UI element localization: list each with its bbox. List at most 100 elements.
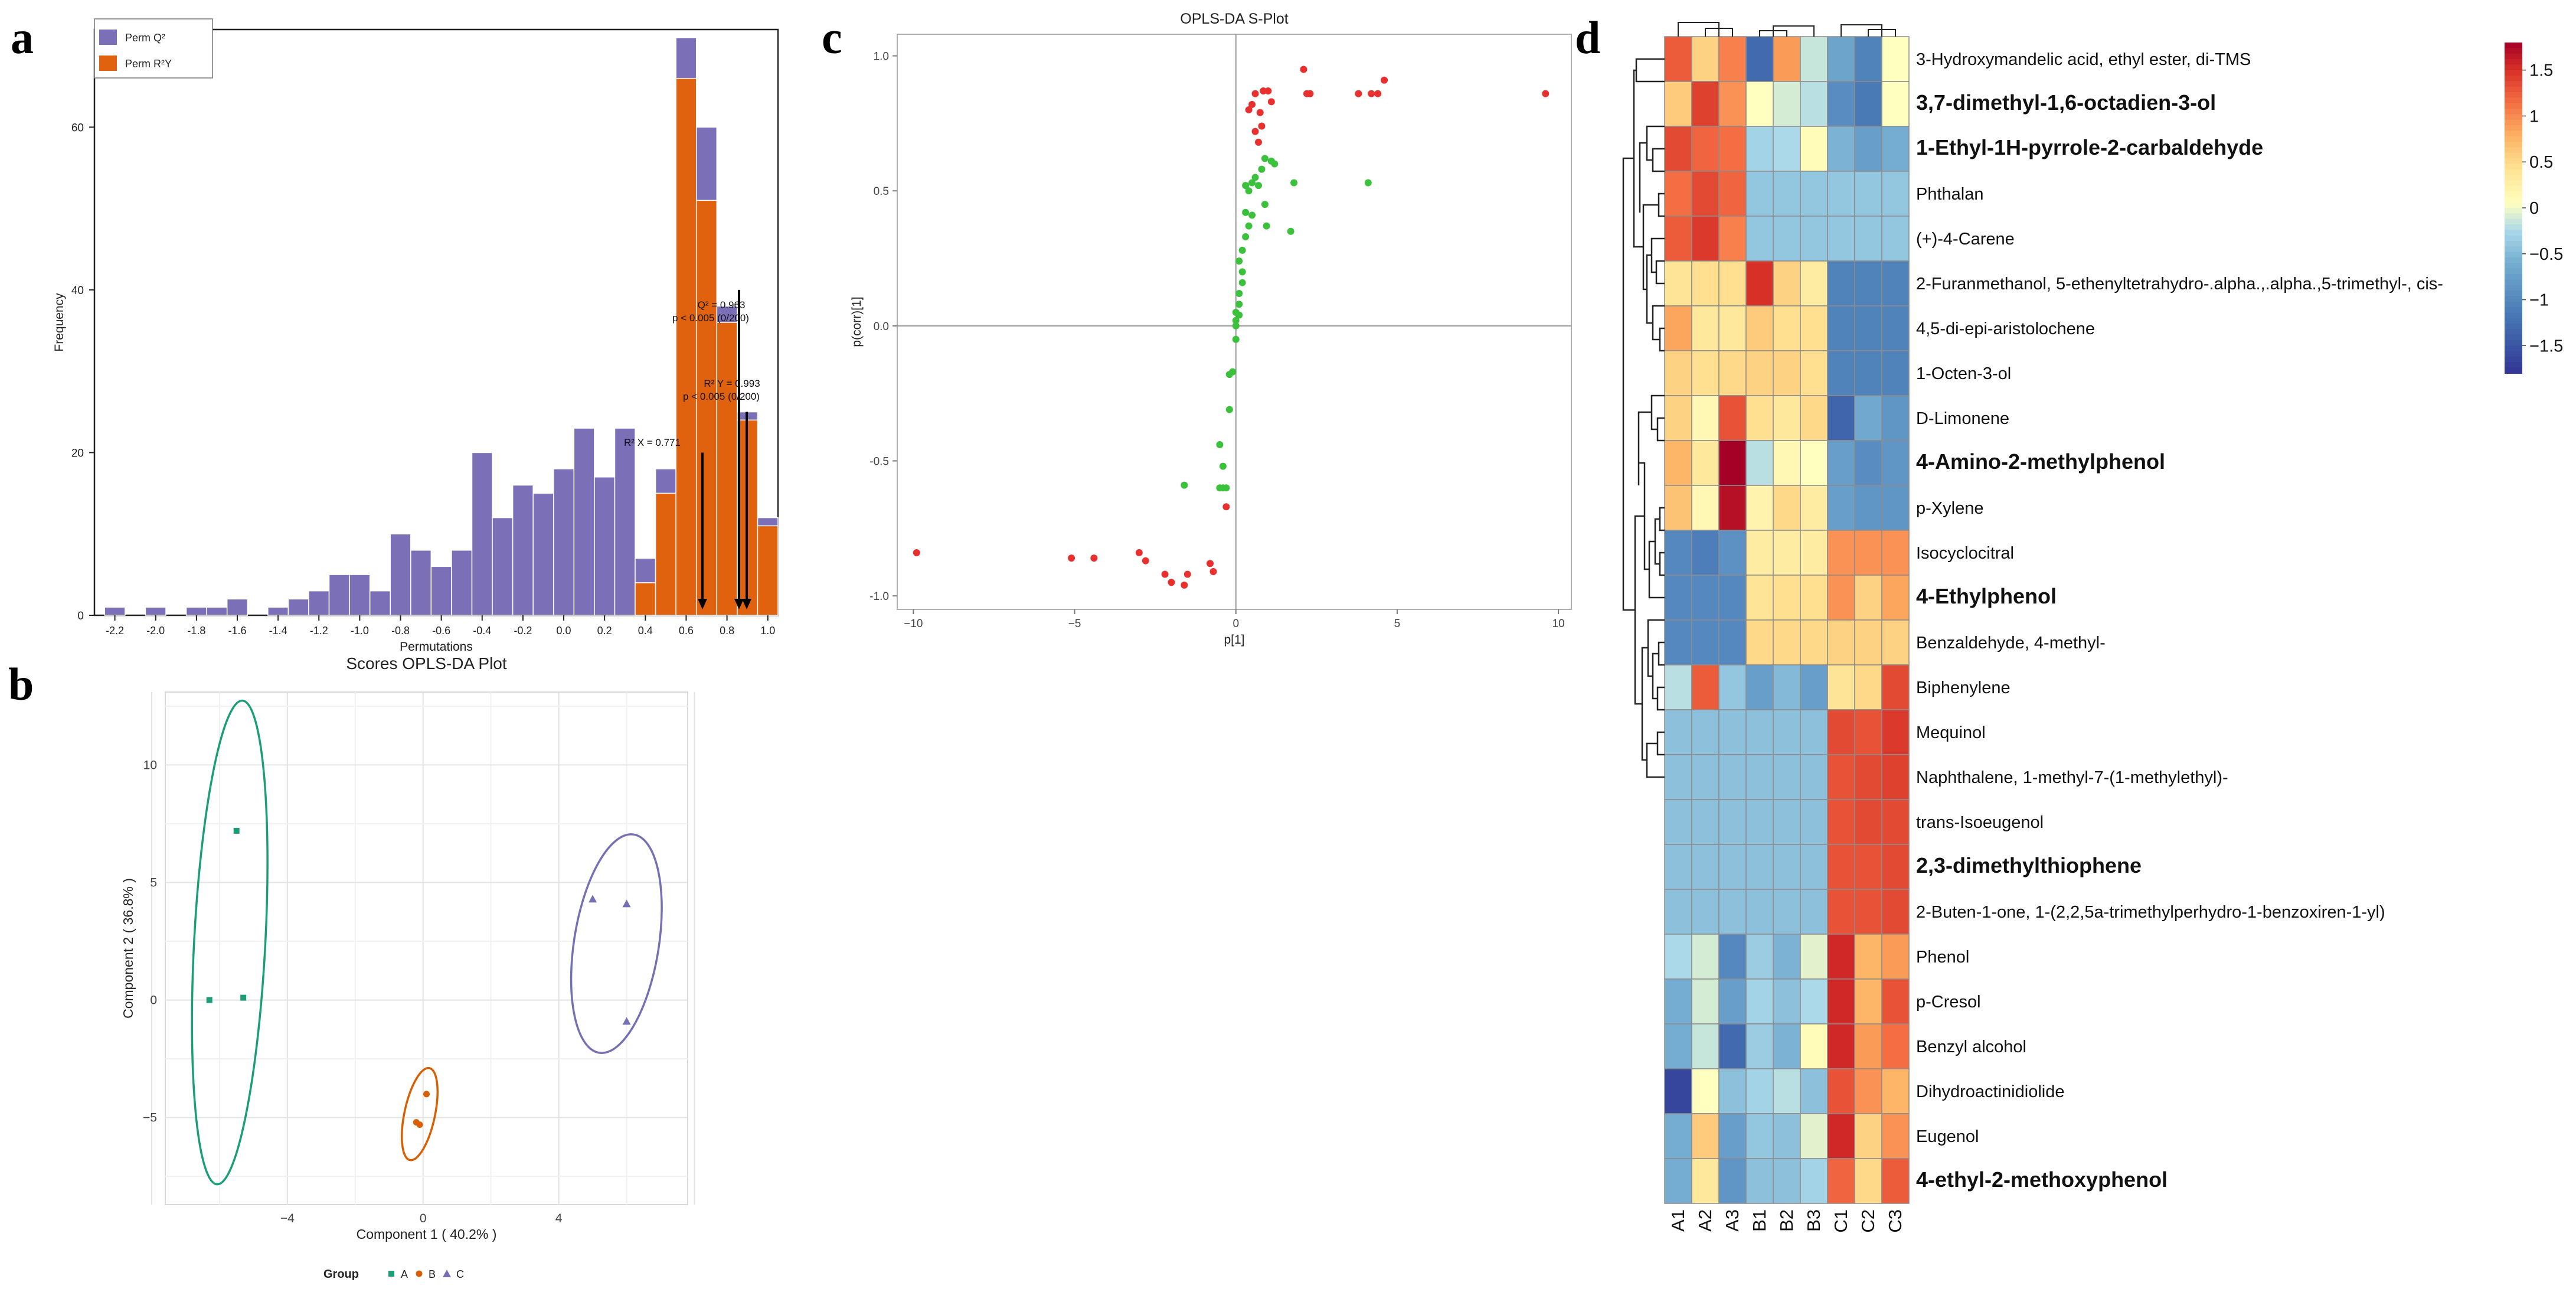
- heatmap-cell: [1691, 754, 1719, 800]
- histogram-bar-q2: [410, 550, 432, 616]
- panel-label-b: b: [8, 658, 34, 710]
- heatmap-cell: [1827, 350, 1855, 396]
- colorbar-segment: [2505, 59, 2522, 66]
- colorbar-tick-label: 1: [2529, 107, 2539, 126]
- heatmap-cell: [1827, 440, 1855, 486]
- heatmap-cell: [1745, 395, 1774, 441]
- heatmap-cell: [1773, 171, 1801, 217]
- heatmap-cell: [1854, 1068, 1882, 1114]
- colorbar-segment: [2505, 125, 2522, 132]
- colorbar-tick-label: −1.5: [2529, 337, 2563, 355]
- heatmap-cell: [1854, 350, 1882, 396]
- heatmap-cell: [1718, 978, 1747, 1025]
- s-plot-point-green: [1245, 222, 1253, 230]
- score-point-c: [622, 899, 631, 908]
- heatmap-cell: [1718, 844, 1747, 890]
- dendrogram-branch: [1639, 142, 1647, 213]
- heatmap-cell: [1854, 709, 1882, 755]
- score-point-b: [423, 1091, 430, 1098]
- s-plot-point-red: [1248, 100, 1256, 108]
- heatmap-cell: [1691, 216, 1719, 262]
- colorbar-segment: [2505, 213, 2522, 220]
- column-label: A3: [1722, 1209, 1743, 1232]
- heatmap-cell: [1664, 844, 1692, 890]
- s-plot-point-green: [1271, 160, 1279, 168]
- heatmap-cell: [1773, 978, 1801, 1025]
- heatmap-cell: [1827, 978, 1855, 1025]
- heatmap-cell: [1745, 1113, 1774, 1159]
- histogram-bar-q2: [614, 428, 636, 616]
- y-tick-label: 20: [71, 447, 84, 459]
- s-plot-point-green: [1248, 211, 1256, 219]
- heatmap-cell: [1827, 844, 1855, 890]
- column-label: C2: [1858, 1209, 1878, 1233]
- row-label: (+)-4-Carene: [1916, 230, 2015, 249]
- heatmap-cell: [1745, 216, 1774, 262]
- colorbar-segment: [2505, 235, 2522, 242]
- heatmap-cell: [1881, 440, 1910, 486]
- s-plot-point-green: [1261, 155, 1269, 162]
- chart-title: Scores OPLS-DA Plot: [346, 654, 507, 673]
- heatmap: 3-Hydroxymandelic acid, ethyl ester, di-…: [1622, 22, 2563, 1233]
- colorbar-segment: [2505, 180, 2522, 187]
- heatmap-cell: [1718, 889, 1747, 935]
- x-tick-label: 0: [1233, 618, 1239, 630]
- heatmap-cell: [1718, 260, 1747, 306]
- heatmap-cell: [1881, 709, 1910, 755]
- s-plot-point-red: [1181, 581, 1188, 589]
- colorbar-segment: [2505, 185, 2522, 192]
- heatmap-cell: [1718, 664, 1747, 710]
- x-tick-label: 0: [420, 1212, 427, 1225]
- dendrogram-branch: [1648, 540, 1665, 599]
- colorbar-segment: [2505, 274, 2522, 280]
- column-label: C1: [1830, 1209, 1851, 1233]
- s-plot-point-green: [1238, 246, 1246, 254]
- legend-title: Group: [323, 1268, 359, 1281]
- colorbar-segment: [2505, 345, 2522, 352]
- colorbar-segment: [2505, 218, 2522, 225]
- column-dendrogram-branch: [1841, 24, 1882, 37]
- heatmap-cell: [1854, 934, 1882, 980]
- heatmap-cell: [1664, 350, 1692, 396]
- heatmap-cell: [1718, 305, 1747, 351]
- annotation-text: R² X = 0.771: [624, 437, 681, 448]
- heatmap-cell: [1800, 664, 1828, 710]
- heatmap-cell: [1664, 216, 1692, 262]
- heatmap-cell: [1664, 709, 1692, 755]
- colorbar-segment: [2505, 97, 2522, 104]
- heatmap-cell: [1745, 530, 1774, 576]
- heatmap-cell: [1745, 709, 1774, 755]
- legend-label: C: [456, 1268, 464, 1280]
- heatmap-cell: [1745, 126, 1774, 172]
- colorbar-segment: [2505, 103, 2522, 109]
- s-plot-point-green: [1263, 222, 1270, 230]
- heatmap-cell: [1854, 664, 1882, 710]
- heatmap-cell: [1827, 754, 1855, 800]
- y-tick-label: 0: [150, 994, 157, 1007]
- heatmap-cell: [1691, 934, 1719, 980]
- heatmap-cell: [1800, 440, 1828, 486]
- s-plot-point-red: [1090, 554, 1098, 562]
- heatmap-cell: [1827, 126, 1855, 172]
- s-plot-point-green: [1181, 481, 1188, 489]
- heatmap-cell: [1718, 1068, 1747, 1114]
- colorbar-segment: [2505, 81, 2522, 87]
- heatmap-cell: [1664, 1068, 1692, 1114]
- s-plot-point-red: [1068, 554, 1075, 562]
- colorbar-segment: [2505, 197, 2522, 203]
- heatmap-cell: [1800, 1113, 1828, 1159]
- heatmap-cell: [1854, 126, 1882, 172]
- colorbar-segment: [2505, 291, 2522, 297]
- s-plot-point-green: [1242, 233, 1250, 240]
- heatmap-cell: [1773, 619, 1801, 665]
- histogram-bar-q2: [492, 517, 514, 616]
- heatmap-cell: [1800, 485, 1828, 531]
- s-plot-point-green: [1254, 182, 1262, 190]
- column-label: A2: [1695, 1209, 1715, 1232]
- y-axis-label: Component 2 ( 36.8% ): [120, 878, 136, 1019]
- heatmap-cell: [1800, 799, 1828, 845]
- heatmap-cell: [1773, 709, 1801, 755]
- s-plot-point-green: [1235, 257, 1243, 265]
- heatmap-cell: [1691, 575, 1719, 621]
